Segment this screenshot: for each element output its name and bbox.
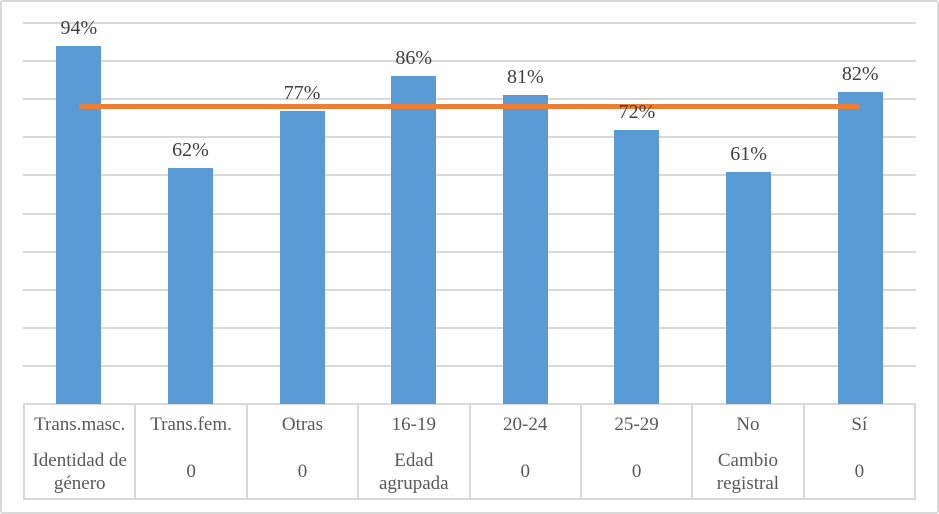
bar-value-label: 86% bbox=[395, 47, 433, 70]
bar bbox=[726, 171, 772, 404]
group-label: 0 bbox=[186, 461, 196, 482]
gridline bbox=[23, 288, 916, 291]
bar-value-label: 94% bbox=[60, 16, 98, 39]
group-label: Identidad de género bbox=[32, 449, 127, 494]
group-label: 0 bbox=[631, 461, 642, 482]
bar bbox=[614, 129, 660, 404]
bar bbox=[167, 167, 213, 404]
gridline bbox=[23, 22, 916, 24]
axis-column: Sí 0 bbox=[805, 405, 914, 498]
gridline bbox=[23, 136, 916, 139]
gridline bbox=[23, 212, 916, 215]
category-axis-table: Trans.masc. Identidad de género Trans.fem.… bbox=[23, 403, 916, 500]
gridline bbox=[23, 60, 916, 63]
group-label: Cambio registral bbox=[716, 449, 780, 494]
bar-value-label: 77% bbox=[283, 81, 321, 104]
plot-area: 94% 62% 77% 86% 81% 72% 61% 82% bbox=[23, 17, 916, 404]
axis-column: 25-29 0 bbox=[582, 405, 694, 498]
bar bbox=[502, 95, 548, 404]
group-label: 0 bbox=[854, 461, 865, 482]
gridline bbox=[23, 326, 916, 329]
axis-column: No Cambio registral bbox=[693, 405, 805, 498]
axis-column: 16-19 Edad agrupada bbox=[359, 405, 471, 498]
bar bbox=[391, 76, 437, 404]
bar-value-label: 82% bbox=[841, 62, 879, 85]
category-label: Sí bbox=[851, 414, 868, 435]
bar-value-label: 81% bbox=[506, 66, 544, 89]
bar bbox=[837, 91, 883, 404]
category-label: Otras bbox=[281, 414, 324, 435]
axis-column: Trans.fem. 0 bbox=[136, 405, 248, 498]
category-label: Trans.masc. bbox=[34, 414, 126, 435]
reference-line bbox=[78, 104, 861, 110]
category-label: No bbox=[736, 414, 760, 435]
category-label: 20-24 bbox=[503, 414, 548, 435]
gridline bbox=[23, 364, 916, 367]
category-label: 25-29 bbox=[614, 414, 659, 435]
bar bbox=[279, 110, 325, 404]
axis-column: 20-24 0 bbox=[471, 405, 582, 498]
bar bbox=[56, 45, 102, 404]
group-label: 0 bbox=[297, 461, 308, 482]
axis-column: Otras 0 bbox=[248, 405, 360, 498]
category-label: 16-19 bbox=[391, 414, 436, 435]
gridline bbox=[23, 250, 916, 253]
gridline bbox=[23, 174, 916, 177]
group-label: Edad agrupada bbox=[378, 449, 449, 494]
bar-value-label: 61% bbox=[730, 142, 767, 165]
bar-value-label: 62% bbox=[172, 138, 209, 161]
axis-column: Trans.masc. Identidad de género bbox=[25, 405, 137, 498]
bar-value-label: 72% bbox=[618, 100, 656, 123]
gridline bbox=[23, 98, 916, 101]
group-label: 0 bbox=[520, 461, 530, 482]
category-label: Trans.fem. bbox=[150, 414, 232, 435]
